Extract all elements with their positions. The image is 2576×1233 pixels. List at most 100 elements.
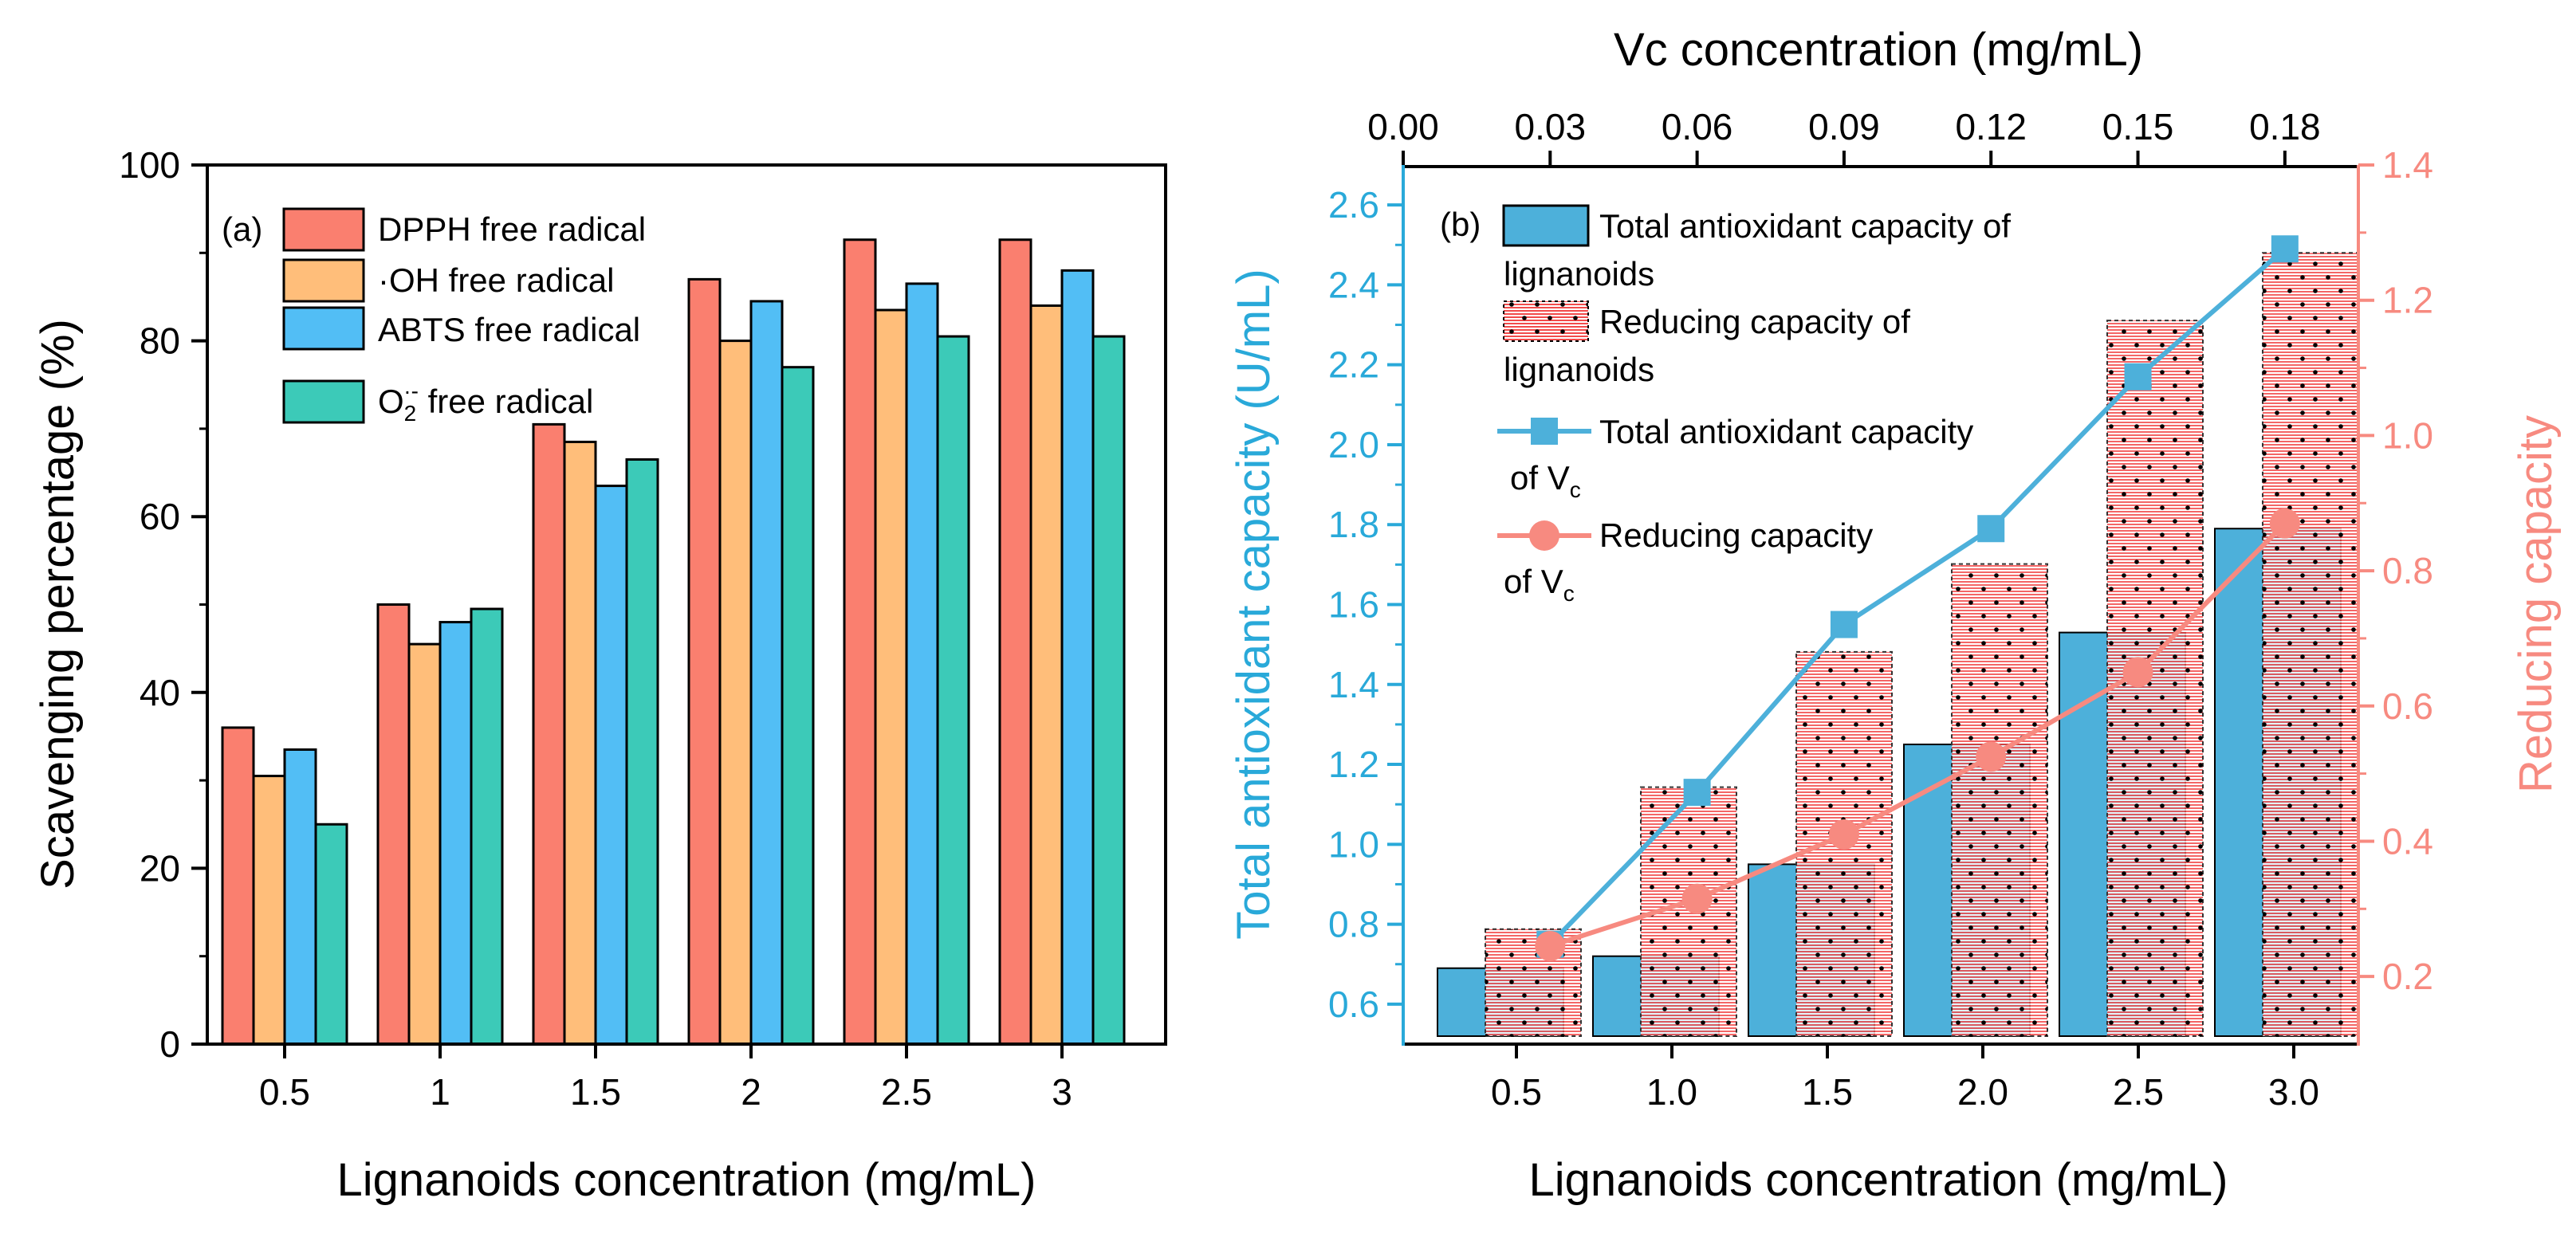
x-tick-label: 1.5 (1802, 1071, 1853, 1113)
right-y-tick-label: 0.8 (2382, 550, 2433, 591)
left-y-tick-label: 1.0 (1328, 823, 1379, 865)
x-tick-label: 0.5 (259, 1071, 310, 1113)
y-tick-label: 40 (140, 672, 180, 713)
panel-a: 0.5 1 1.5 2 2.5 3 0 20 40 60 80 100 (a) DPPH free r… (32, 144, 1167, 1206)
point-tac-vc-0.12 (1977, 515, 2005, 543)
left-y-tick-label: 2.2 (1328, 344, 1379, 386)
panel-b-x-axis-title: Lignanoids concentration (mg/mL) (1529, 1154, 2228, 1206)
legend-label-reducing-lignanoids-1: Reducing capacity of (1599, 303, 1910, 340)
panel-b-left-axis-title: Total antioxidant capacity (U/mL) (1228, 269, 1280, 939)
x-tick-label: 0.5 (1491, 1071, 1542, 1113)
x-tick-label: 3 (1052, 1071, 1072, 1113)
panel-b-ticks: 0.5 1.0 1.5 2.0 2.5 3.0 0.6 0.8 1.0 1.2 1.4 1.6 1.8 2… (1328, 106, 2433, 1113)
legend-swatch-reducing-dots (1504, 301, 1588, 341)
top-x-tick-label: 0.18 (2249, 106, 2321, 147)
y-tick-label: 60 (140, 496, 180, 537)
right-y-tick-label: 1.2 (2382, 280, 2433, 321)
panel-b-top-axis-title: Vc concentration (mg/mL) (1614, 24, 2143, 76)
point-tac-vc-0.06 (1683, 779, 1711, 807)
y-tick-label: 0 (159, 1023, 180, 1065)
legend-label-reducing-vc-1: Reducing capacity (1599, 516, 1873, 554)
line-tac-vc (1548, 247, 2287, 946)
x-tick-label: 2.5 (881, 1071, 932, 1113)
left-y-tick-label: 1.4 (1328, 664, 1379, 705)
x-tick-label: 2 (741, 1071, 761, 1113)
legend-swatch-dpph (282, 207, 365, 252)
left-y-tick-label: 2.6 (1328, 184, 1379, 226)
left-y-tick-label: 1.2 (1328, 744, 1379, 785)
x-tick-label: 1.5 (570, 1071, 621, 1113)
panel-a-legend: DPPH free radical ·OH free radical ABTS … (282, 207, 646, 426)
bar-o2-2 (781, 366, 815, 1046)
legend-swatch-o2 (282, 379, 365, 424)
bar-oh-3 (1029, 304, 1064, 1046)
panel-a-label: (a) (222, 210, 262, 248)
x-tick-label: 1 (430, 1071, 450, 1113)
panel-b: 0.5 1.0 1.5 2.0 2.5 3.0 0.6 0.8 1.0 1.2 1.4 1.6 1.8 2… (1228, 24, 2562, 1206)
legend-label-tac-vc-1: Total antioxidant capacity (1599, 413, 1973, 450)
y-tick-label: 100 (119, 144, 180, 186)
bar-reducing-dots-0.5 (1485, 929, 1581, 1036)
bar-dpph-1.5 (532, 422, 566, 1046)
bar-abts-1.5 (594, 485, 628, 1046)
panel-a-y-axis-title: Scavenging percentage (%) (32, 319, 84, 889)
bar-abts-2 (749, 300, 784, 1046)
left-y-tick-label: 2.4 (1328, 264, 1379, 305)
bar-oh-2 (718, 340, 753, 1046)
bar-reducing-dots-2.5 (2107, 320, 2203, 1037)
legend-marker-tac-vc (1531, 418, 1558, 445)
panel-b-bars (1437, 252, 2359, 1038)
right-y-tick-label: 1.4 (2382, 144, 2433, 186)
legend-swatch-abts (282, 306, 365, 351)
bar-dpph-2.5 (843, 238, 877, 1046)
top-x-tick-label: 0.03 (1515, 106, 1587, 147)
bar-reducing-dots-2.0 (1952, 563, 2047, 1036)
left-y-tick-label: 1.8 (1328, 504, 1379, 545)
right-y-tick-label: 0.2 (2382, 956, 2433, 997)
point-reducing-vc-0.06 (1681, 883, 1713, 914)
top-x-tick-label: 0.15 (2102, 106, 2174, 147)
legend-label-dpph: DPPH free radical (378, 210, 646, 248)
bar-abts-2.5 (905, 282, 939, 1046)
point-reducing-vc-0.15 (2122, 657, 2153, 688)
bar-dpph-3 (998, 238, 1032, 1046)
bar-o2-3 (1091, 335, 1126, 1046)
bar-oh-2.5 (874, 308, 908, 1046)
point-tac-vc-0.18 (2271, 235, 2299, 263)
panel-b-label: (b) (1440, 206, 1481, 243)
panel-b-legend: Total antioxidant capacity of lignanoids… (1497, 204, 2011, 606)
x-tick-label: 2.0 (1957, 1071, 2008, 1113)
legend-label-tac-lignanoids-2: lignanoids (1504, 255, 1654, 293)
right-y-tick-label: 0.6 (2382, 685, 2433, 727)
legend-label-abts: ABTS free radical (378, 311, 640, 348)
left-y-tick-label: 1.6 (1328, 584, 1379, 626)
point-reducing-vc-0.03 (1535, 930, 1566, 961)
right-y-tick-label: 0.4 (2382, 820, 2433, 862)
right-y-tick-label: 1.0 (2382, 414, 2433, 456)
line-reducing-vc (1549, 521, 2287, 948)
bar-dpph-0.5 (221, 726, 255, 1046)
bar-abts-0.5 (283, 748, 317, 1046)
legend-label-reducing-vc-2: of Vc (1504, 563, 1575, 606)
point-reducing-vc-0.09 (1828, 819, 1859, 850)
point-reducing-vc-0.12 (1976, 741, 2007, 772)
left-y-tick-label: 2.0 (1328, 424, 1379, 465)
top-x-tick-label: 0.06 (1662, 106, 1733, 147)
bar-oh-1 (407, 642, 442, 1046)
top-x-tick-label: 0.12 (1955, 106, 2027, 147)
legend-label-tac-vc-2: of Vc (1510, 459, 1581, 502)
legend-label-oh: ·OH free radical (378, 261, 614, 299)
legend-marker-reducing-vc (1529, 520, 1559, 551)
panel-a-x-axis-title: Lignanoids concentration (mg/mL) (337, 1154, 1036, 1206)
legend-label-tac-lignanoids-1: Total antioxidant capacity of (1599, 207, 2011, 245)
bar-abts-3 (1060, 269, 1095, 1046)
panel-b-lines (1535, 235, 2300, 961)
x-tick-label: 2.5 (2113, 1071, 2164, 1113)
legend-swatch-tac-lignanoids (1502, 204, 1590, 247)
left-y-tick-label: 0.6 (1328, 984, 1379, 1025)
bar-o2-2.5 (936, 335, 970, 1046)
panel-a-ticks: 0.5 1 1.5 2 2.5 3 0 20 40 60 80 100 (119, 144, 1072, 1113)
point-tac-vc-0.15 (2124, 363, 2152, 391)
bar-o2-1.5 (625, 458, 659, 1046)
